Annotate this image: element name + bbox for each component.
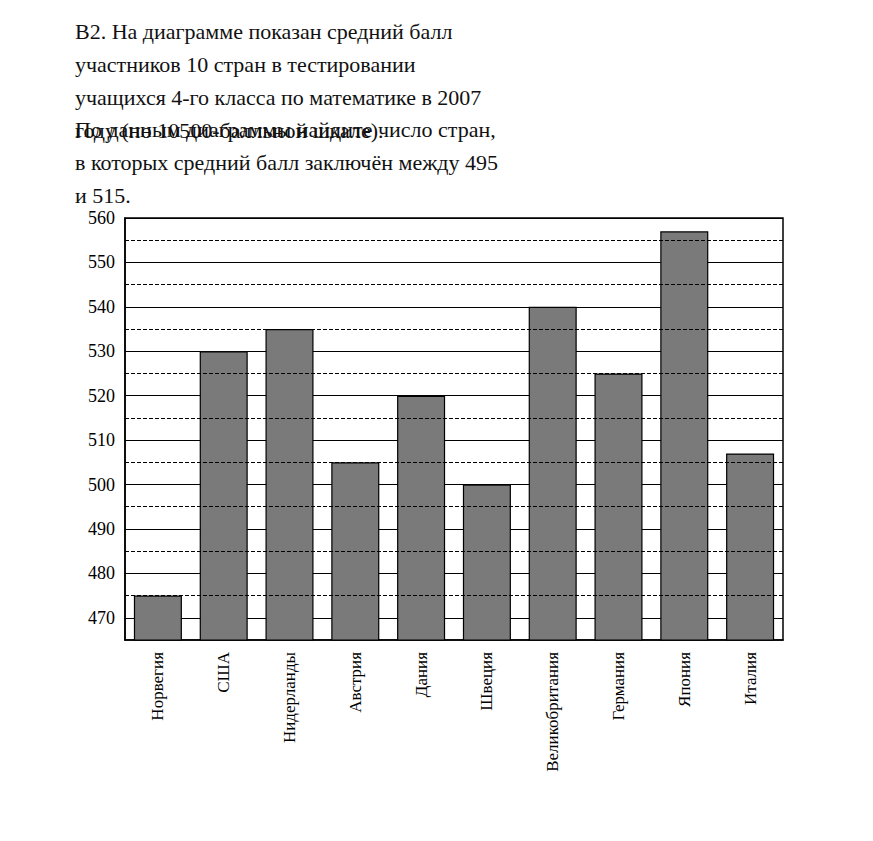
svg-text:Норвегия: Норвегия (148, 652, 167, 721)
svg-text:учащихся 4-го класса по матема: учащихся 4-го класса по математике в 200… (75, 85, 487, 110)
svg-text:Япония: Япония (675, 652, 694, 707)
svg-text:520: 520 (88, 386, 115, 406)
svg-text:В2. На диаграмме показан средн: В2. На диаграмме показан средний балл (75, 19, 458, 44)
svg-text:Швеция: Швеция (477, 652, 496, 711)
svg-text:540: 540 (88, 297, 115, 317)
svg-text:Нидерланды: Нидерланды (280, 651, 299, 743)
svg-text:470: 470 (88, 608, 115, 628)
svg-text:Германия: Германия (609, 652, 628, 721)
svg-text:США: США (214, 651, 233, 692)
svg-text:510: 510 (88, 430, 115, 450)
svg-text:По данным диаграммы найдите чи: По данным диаграммы найдите число стран, (75, 117, 501, 142)
svg-text:Австрия: Австрия (346, 652, 365, 713)
svg-text:Дания: Дания (412, 652, 431, 697)
svg-text:480: 480 (88, 563, 115, 583)
svg-text:530: 530 (88, 341, 115, 361)
svg-text:560: 560 (88, 208, 115, 228)
svg-text:490: 490 (88, 519, 115, 539)
svg-text:550: 550 (88, 252, 115, 272)
svg-text:Великобритания: Великобритания (543, 652, 562, 772)
svg-text:в которых средний балл заключё: в которых средний балл заключён между 49… (75, 150, 504, 175)
svg-text:участников 10 стран в тестиров: участников 10 стран в тестировании (75, 52, 421, 77)
svg-text:и 515.: и 515. (75, 183, 131, 208)
svg-text:Италия: Италия (741, 652, 760, 705)
svg-text:500: 500 (88, 475, 115, 495)
